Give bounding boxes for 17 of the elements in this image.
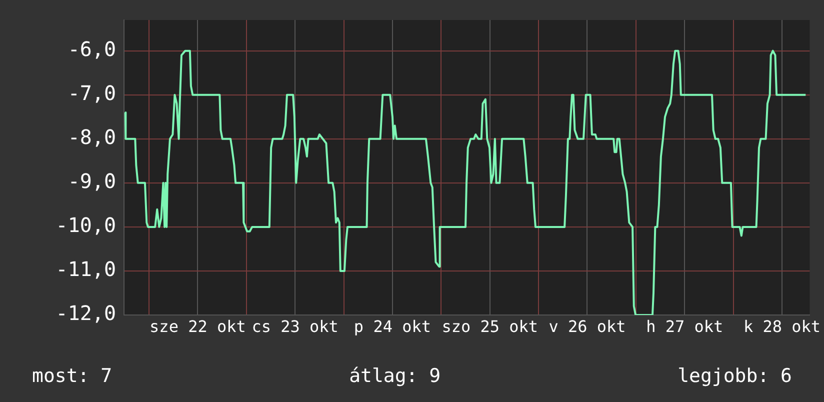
x-tick-label: h 27 okt [646,316,724,336]
x-tick-label: k 28 okt [743,316,821,336]
y-tick-label: -7,0 [68,81,116,106]
x-tick-label: cs 23 okt [252,316,338,336]
y-tick-label: -6,0 [68,37,116,62]
y-tick-label: -12,0 [56,301,116,326]
text: átlag: 9 [349,365,441,387]
x-tick-label: v 26 okt [548,316,626,336]
y-tick-label: -9,0 [68,169,116,194]
text: most: 7 [32,365,112,387]
x-tick-label: sze 22 okt [150,316,246,336]
text: legjobb: 6 [678,365,792,387]
x-tick-label: p 24 okt [354,316,431,336]
x-tick-label: szo 25 okt [442,316,538,336]
y-tick-label: -10,0 [56,213,116,238]
y-tick-label: -11,0 [56,257,116,282]
y-tick-label: -8,0 [68,125,116,150]
